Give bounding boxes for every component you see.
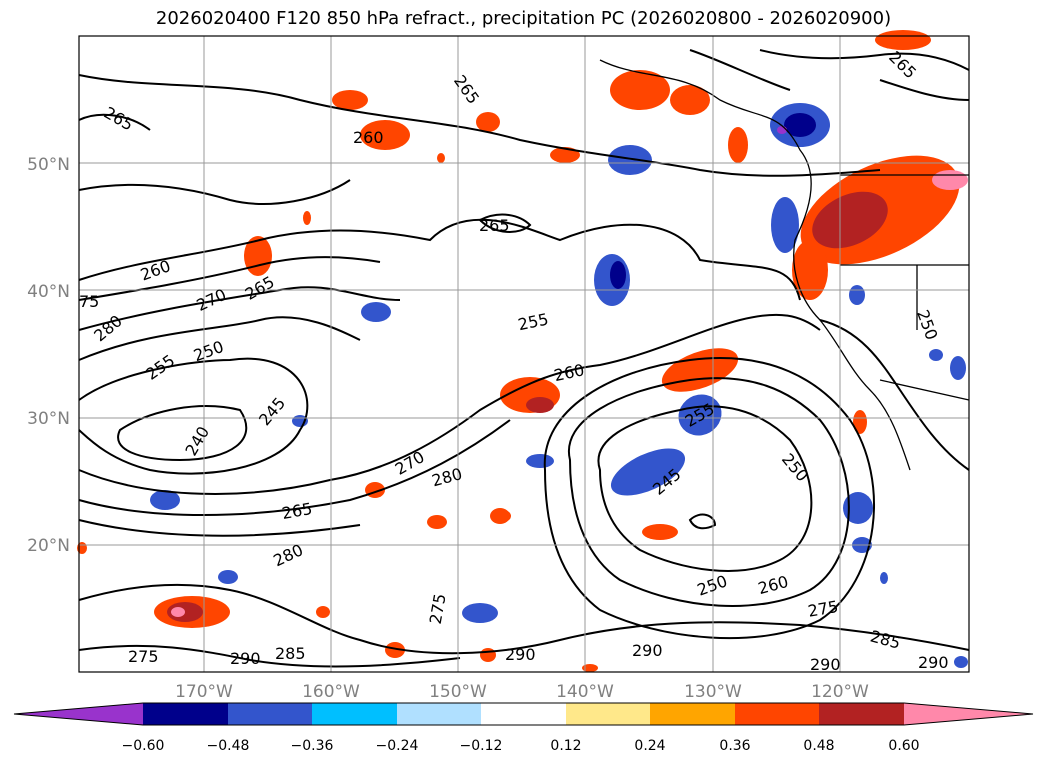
colorbar-segment xyxy=(228,703,312,725)
contour-label: 285 xyxy=(275,644,306,663)
contour-label: 75 xyxy=(79,292,99,311)
colorbar-tick: 0.36 xyxy=(719,738,750,754)
coastline xyxy=(599,59,970,471)
graticule xyxy=(79,36,969,672)
colorbar-segment xyxy=(566,703,650,725)
colorbar-segment xyxy=(819,703,904,725)
map-frame xyxy=(78,35,970,673)
contour-label: 265 xyxy=(479,216,510,235)
lon-label-160w: 160°W xyxy=(302,682,360,702)
colorbar-segment xyxy=(735,703,819,725)
colorbar-extend-low xyxy=(14,703,143,725)
contour-label: 290 xyxy=(505,645,536,664)
lon-label-130w: 130°W xyxy=(684,682,742,702)
colorbar-tick: −0.48 xyxy=(207,738,250,754)
colorbar-tick-labels: −0.60 −0.48 −0.36 −0.24 −0.12 0.12 0.24 … xyxy=(122,738,920,754)
contour-label: 290 xyxy=(632,641,663,660)
contour-label: 290 xyxy=(230,649,261,668)
colorbar-tick: 0.24 xyxy=(634,738,665,754)
colorbar-tick: −0.60 xyxy=(122,738,165,754)
colorbar-extend-high xyxy=(904,703,1033,725)
colorbar-tick: 0.60 xyxy=(888,738,919,754)
colorbar-segment xyxy=(481,703,566,725)
longitude-labels: 170°W 160°W 150°W 140°W 130°W 120°W xyxy=(175,682,869,702)
lat-label-50n: 50°N xyxy=(27,155,70,175)
colorbar-tick: −0.24 xyxy=(376,738,419,754)
colorbar-tick: −0.36 xyxy=(291,738,334,754)
lat-label-40n: 40°N xyxy=(27,282,70,302)
contour-label: 290 xyxy=(918,653,949,672)
latitude-labels: 50°N 40°N 30°N 20°N xyxy=(27,155,70,556)
colorbar-tick: −0.12 xyxy=(460,738,503,754)
colorbar-segment xyxy=(312,703,397,725)
lon-label-170w: 170°W xyxy=(175,682,233,702)
contour-label: 260 xyxy=(353,128,384,147)
colorbar-tick: 0.48 xyxy=(803,738,834,754)
colorbar-segment xyxy=(650,703,735,725)
refractivity-contours xyxy=(78,49,970,668)
contour-label: 275 xyxy=(128,647,159,666)
colorbar-segment xyxy=(143,703,228,725)
colorbar-segment xyxy=(397,703,481,725)
lat-label-20n: 20°N xyxy=(27,536,70,556)
colorbar-tick: 0.12 xyxy=(550,738,581,754)
lon-label-120w: 120°W xyxy=(811,682,869,702)
lat-label-30n: 30°N xyxy=(27,409,70,429)
colorbar: −0.60 −0.48 −0.36 −0.24 −0.12 0.12 0.24 … xyxy=(13,702,1034,754)
map-title: 2026020400 F120 850 hPa refract., precip… xyxy=(155,8,892,29)
contour-label: 290 xyxy=(810,655,841,674)
lon-label-140w: 140°W xyxy=(556,682,614,702)
lon-label-150w: 150°W xyxy=(429,682,487,702)
map-area: 265 265 260 265 265 260 270 265 280 255 … xyxy=(77,30,970,674)
